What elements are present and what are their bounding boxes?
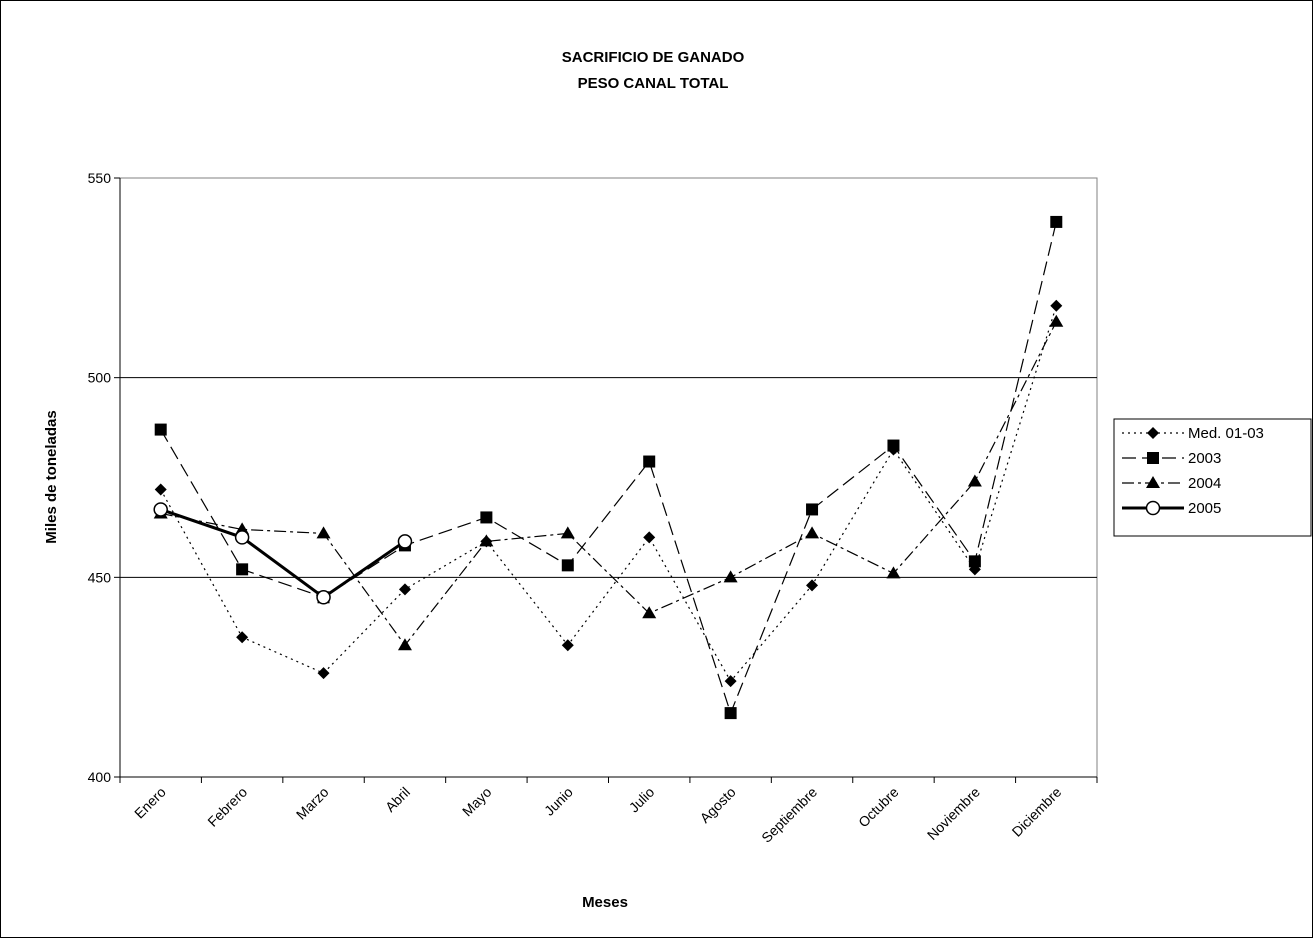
legend-box xyxy=(1113,418,1312,537)
data-point-square xyxy=(480,511,493,524)
chart-title: SACRIFICIO DE GANADO xyxy=(562,49,745,66)
legend-label: 2005 xyxy=(1188,500,1221,517)
data-point-triangle xyxy=(967,474,982,487)
data-point-triangle xyxy=(397,638,412,651)
data-point-triangle xyxy=(1049,314,1064,327)
legend-label: Med. 01-03 xyxy=(1188,425,1264,442)
legend-marker-triangle xyxy=(1146,476,1160,488)
chart-subtitle: PESO CANAL TOTAL xyxy=(578,75,729,92)
legend: Med. 01-03 2003 2004 2005 xyxy=(1113,418,1312,537)
data-point-triangle xyxy=(560,526,575,539)
series-line-square xyxy=(160,221,1057,715)
data-point-square xyxy=(643,455,656,468)
data-point-triangle xyxy=(316,526,331,539)
data-point-diamond xyxy=(561,639,574,652)
legend-label: 2004 xyxy=(1188,475,1221,492)
data-point-diamond xyxy=(236,631,249,644)
data-point-square xyxy=(887,439,900,452)
legend-marker-diamond xyxy=(1147,427,1159,439)
data-point-triangle xyxy=(479,534,494,547)
data-point-triangle xyxy=(642,606,657,619)
data-point-square xyxy=(154,423,167,436)
data-point-circle xyxy=(153,502,168,517)
y-axis-title: Miles de toneladas xyxy=(43,410,60,543)
data-point-diamond xyxy=(1050,299,1063,312)
data-point-triangle xyxy=(805,526,820,539)
data-point-square xyxy=(724,707,737,720)
series-line-triangle xyxy=(160,321,1057,647)
data-point-square xyxy=(968,555,981,568)
data-point-diamond xyxy=(317,667,330,680)
data-point-triangle xyxy=(723,570,738,583)
data-point-square xyxy=(236,563,249,576)
legend-marker-square xyxy=(1147,452,1159,464)
x-axis-title: Meses xyxy=(582,894,628,911)
data-point-diamond xyxy=(398,583,411,596)
y-tick-label: 550 xyxy=(88,170,112,186)
data-point-diamond xyxy=(724,675,737,688)
data-point-diamond xyxy=(806,579,819,592)
data-point-square xyxy=(806,503,819,516)
data-point-triangle xyxy=(886,566,901,579)
data-point-circle xyxy=(234,530,250,545)
legend-marker-circle xyxy=(1145,500,1161,516)
data-point-circle xyxy=(397,534,413,549)
y-tick-label: 400 xyxy=(88,769,112,785)
data-point-diamond xyxy=(154,483,167,496)
y-tick-label: 500 xyxy=(88,370,112,386)
legend-label: 2003 xyxy=(1188,450,1221,467)
data-point-circle xyxy=(316,590,331,605)
data-point-square xyxy=(1050,215,1063,228)
data-point-diamond xyxy=(643,531,656,544)
series-line-circle xyxy=(160,508,406,600)
y-tick-label: 450 xyxy=(88,569,112,585)
data-point-square xyxy=(561,559,574,572)
